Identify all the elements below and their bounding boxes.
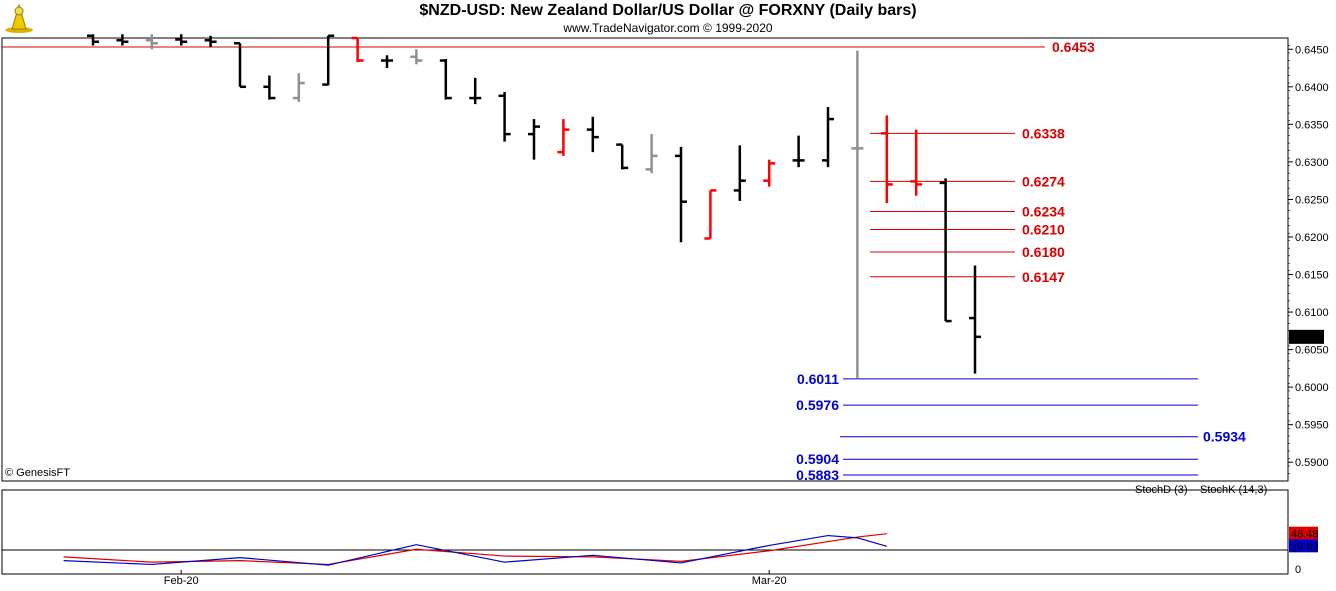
support-level-label: 0.5904 — [796, 451, 839, 467]
y-tick-label: 0.6350 — [1295, 119, 1329, 131]
support-level-label: 0.5934 — [1203, 429, 1246, 445]
ohlc-bars — [87, 34, 981, 379]
y-tick-label: 0.6200 — [1295, 232, 1329, 244]
stochastic-panel-frame — [1, 489, 1289, 575]
trade-navigator-logo — [5, 3, 33, 33]
y-tick-label: 0.5900 — [1295, 457, 1329, 469]
last-price-label: 0.6067 — [1291, 332, 1325, 344]
support-level-label: 0.6011 — [797, 371, 839, 387]
resistance-level-label: 0.6210 — [1022, 221, 1065, 237]
stochastic-value-label: 46.48 — [1291, 529, 1319, 541]
support-level-label: 0.5883 — [796, 467, 839, 483]
x-tick-label: Mar-20 — [752, 575, 787, 587]
y-tick-label: 0.6250 — [1295, 194, 1329, 206]
stochastic-series-line — [63, 533, 887, 566]
x-tick-label: Feb-20 — [164, 575, 199, 587]
resistance-level-label: 0.6338 — [1022, 125, 1065, 141]
y-tick-label: 0.6300 — [1295, 157, 1329, 169]
resistance-level-label: 0.6453 — [1052, 39, 1095, 55]
resistance-level-label: 0.6180 — [1022, 244, 1065, 260]
legend-stochk: StochK (14,3) — [1200, 484, 1267, 496]
stochastic-value-marker — [1289, 539, 1318, 553]
watermark-label: © GenesisFT — [5, 467, 70, 479]
y-tick-label: 0.6000 — [1295, 382, 1329, 394]
resistance-level-label: 0.6234 — [1022, 203, 1065, 219]
stochastic-y-tick-label: 0 — [1295, 564, 1301, 576]
resistance-level-label: 0.6147 — [1022, 269, 1065, 285]
stochastic-series-line — [63, 534, 887, 566]
price-panel-frame — [1, 37, 1289, 482]
chart-subtitle: www.TradeNavigator.com © 1999-2020 — [563, 21, 773, 35]
legend-stochd: StochD (3) — [1135, 484, 1188, 496]
resistance-level-label: 0.6274 — [1022, 173, 1065, 189]
stochastic-value-label: 29.82 — [1291, 541, 1319, 553]
y-tick-label: 0.5950 — [1295, 420, 1329, 432]
y-tick-label: 0.6100 — [1295, 307, 1329, 319]
y-tick-label: 0.6150 — [1295, 270, 1329, 282]
y-tick-label: 0.6400 — [1295, 82, 1329, 94]
last-price-marker — [1289, 329, 1324, 344]
y-tick-label: 0.6050 — [1295, 345, 1329, 357]
chart-title: $NZD-USD: New Zealand Dollar/US Dollar @… — [419, 2, 917, 19]
support-level-label: 0.5976 — [796, 397, 839, 413]
y-tick-label: 0.6450 — [1295, 44, 1329, 56]
stochastic-value-marker — [1289, 526, 1318, 540]
